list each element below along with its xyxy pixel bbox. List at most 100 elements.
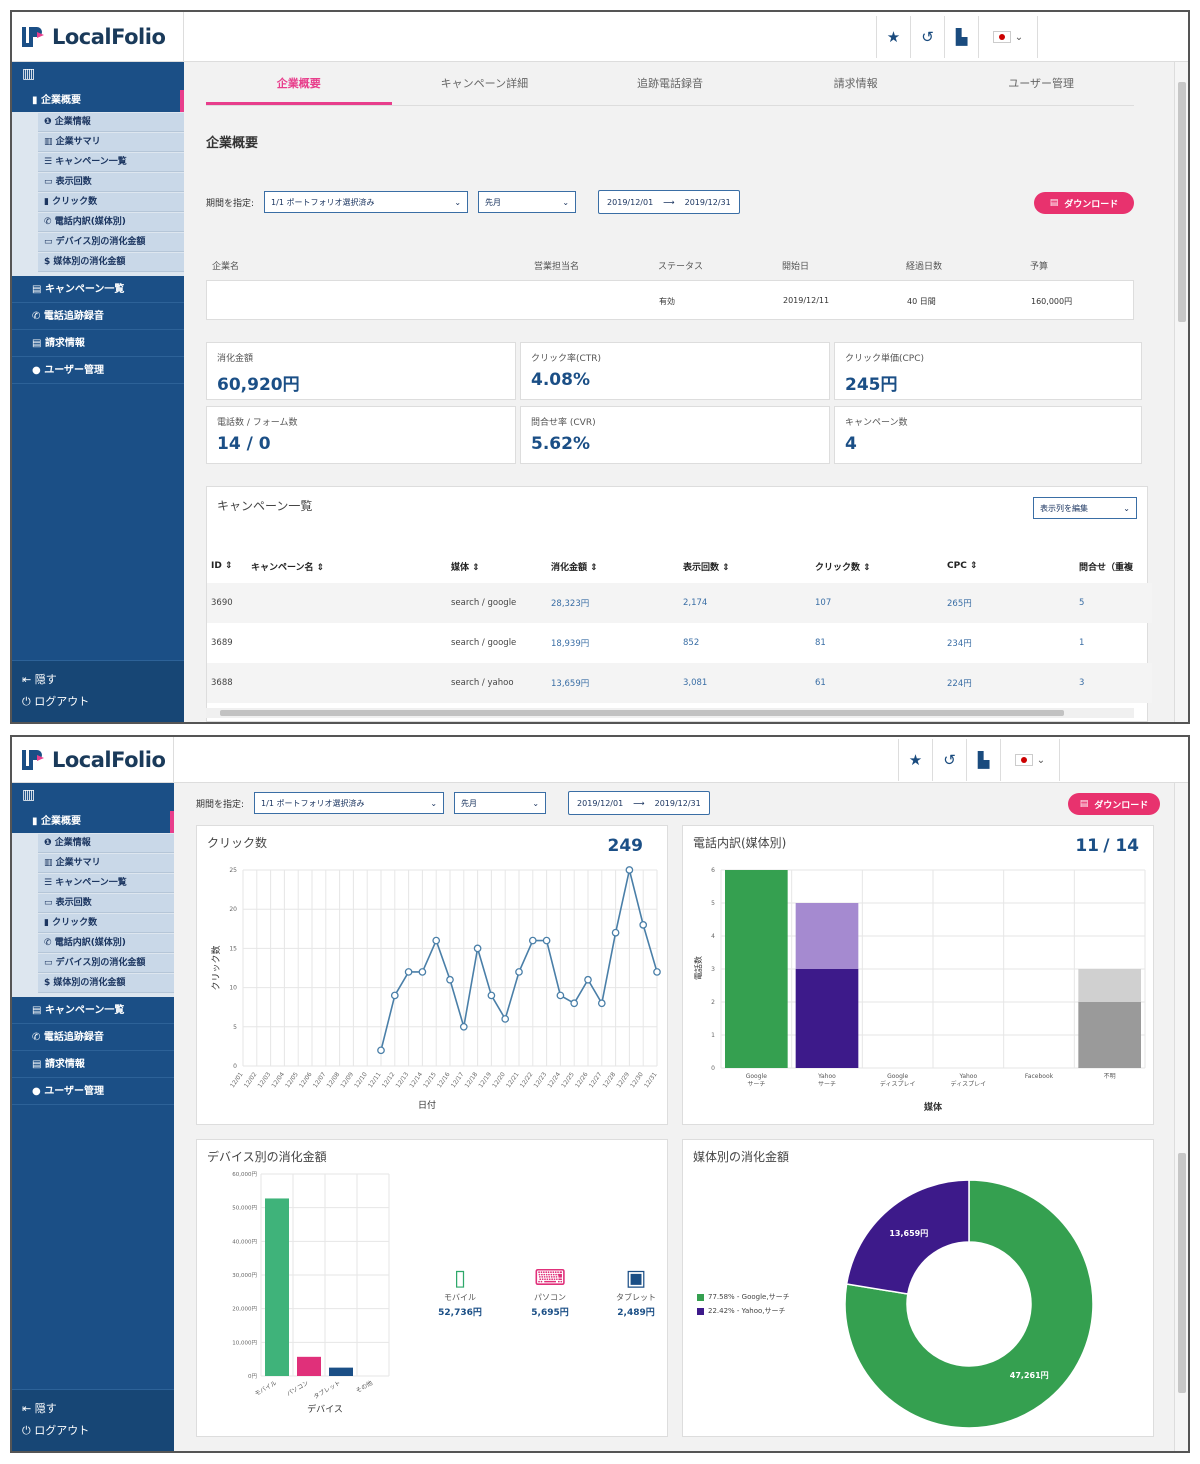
- cell-cpc[interactable]: 224円: [943, 663, 1075, 703]
- cell-campaign-name[interactable]: [247, 583, 447, 623]
- sidebar-item-call-tracking[interactable]: ✆ 電話追跡録音: [12, 303, 184, 330]
- portfolio-select[interactable]: 1/1 ポートフォリオ選択済み ⌄: [254, 792, 445, 814]
- download-button[interactable]: ▤ ダウンロード: [1034, 192, 1134, 214]
- legend-item[interactable]: 22.42% - Yahoo,サーチ: [697, 1304, 790, 1318]
- logout-button[interactable]: ⏻ ログアウト: [22, 695, 90, 708]
- cell-inquiries[interactable]: 1: [1079, 638, 1085, 648]
- col-spend[interactable]: 消化金額 ⇕: [551, 562, 598, 573]
- sidebar-toggle-icon[interactable]: ▥: [22, 787, 36, 803]
- month-select[interactable]: 先月 ⌄: [478, 191, 577, 213]
- language-select[interactable]: ⌄: [1000, 739, 1060, 781]
- cell-clicks[interactable]: 81: [815, 638, 826, 648]
- history-icon[interactable]: ↺: [932, 739, 966, 781]
- month-select[interactable]: 先月 ⌄: [454, 792, 547, 814]
- sidebar-section-title[interactable]: ▮ 企業概要: [12, 811, 174, 833]
- tab-call-recording[interactable]: 追跡電話録音: [636, 77, 703, 90]
- device-label: モバイル: [444, 1293, 476, 1302]
- language-select[interactable]: ⌄: [978, 16, 1038, 58]
- tab-user-management[interactable]: ユーザー管理: [1008, 77, 1075, 90]
- header-company-name: 企業名: [212, 262, 240, 272]
- cell-spend[interactable]: 13,659円: [547, 663, 679, 703]
- sidebar-sub-media-spend[interactable]: $ 媒体別の消化金額: [38, 974, 174, 993]
- logout-button[interactable]: ⏻ ログアウト: [22, 1424, 90, 1437]
- download-button[interactable]: ▤ ダウンロード: [1068, 793, 1160, 815]
- y-tick-label: 0円: [248, 1373, 257, 1380]
- sidebar-sub-clicks[interactable]: ▮ クリック数: [38, 193, 184, 212]
- col-clicks[interactable]: クリック数 ⇕: [815, 562, 871, 573]
- col-media[interactable]: 媒体 ⇕: [451, 562, 480, 573]
- cell-cpc[interactable]: 234円: [947, 639, 972, 649]
- cell-campaign-name[interactable]: [247, 663, 447, 703]
- sidebar-sub-company-summary[interactable]: ▥ 企業サマリ: [38, 854, 174, 873]
- table-row[interactable]: 3689 search / google 18,939円 852 81 234円…: [207, 623, 1152, 663]
- building-icon[interactable]: ▙: [966, 739, 1000, 781]
- cell-campaign-name[interactable]: [247, 623, 447, 663]
- filter-row: 期間を指定: 1/1 ポートフォリオ選択済み ⌄ 先月 ⌄ 2019/12/01 ⟶ 2…: [206, 190, 740, 214]
- col-impressions[interactable]: 表示回数 ⇕: [683, 562, 730, 573]
- edit-columns-button[interactable]: 表示列を編集 ⌄: [1033, 497, 1137, 519]
- table-row[interactable]: 3690 search / google 28,323円 2,174 107 2…: [207, 583, 1152, 623]
- sidebar-sub-campaign-list[interactable]: ☰ キャンペーン一覧: [38, 153, 184, 172]
- sidebar-sub-clicks[interactable]: ▮ クリック数: [38, 914, 174, 933]
- table-row[interactable]: 3688 search / yahoo 13,659円 3,081 61 224…: [207, 663, 1152, 703]
- horizontal-scrollbar[interactable]: [206, 708, 1134, 718]
- scrollbar-thumb[interactable]: [1178, 82, 1186, 322]
- legend-item[interactable]: 77.58% - Google,サーチ: [697, 1290, 790, 1304]
- cell-impressions[interactable]: 3,081: [679, 663, 811, 703]
- sidebar-item-users[interactable]: ● ユーザー管理: [12, 1078, 174, 1105]
- portfolio-select[interactable]: 1/1 ポートフォリオ選択済み ⌄: [264, 191, 469, 213]
- scrollbar-thumb[interactable]: [1178, 1153, 1186, 1393]
- sidebar-item-call-tracking[interactable]: ✆ 電話追跡録音: [12, 1024, 174, 1051]
- hide-sidebar-button[interactable]: ⇤ 隠す: [22, 1402, 57, 1415]
- sidebar-sub-campaign-list[interactable]: ☰ キャンペーン一覧: [38, 874, 174, 893]
- cell-inquiries[interactable]: 5: [1075, 583, 1152, 623]
- col-cpc[interactable]: CPC ⇕: [947, 561, 978, 571]
- building-icon[interactable]: ▙: [944, 16, 978, 58]
- star-icon[interactable]: ★: [876, 16, 910, 58]
- app-logo[interactable]: LocalFolio: [12, 12, 184, 62]
- sidebar-item-users[interactable]: ● ユーザー管理: [12, 357, 184, 384]
- date-range-picker[interactable]: 2019/12/01 ⟶ 2019/12/31: [598, 190, 740, 214]
- cell-impressions[interactable]: 2,174: [679, 583, 811, 623]
- sidebar-item-billing[interactable]: ▤ 請求情報: [12, 1051, 174, 1078]
- sidebar-toggle-icon[interactable]: ▥: [22, 66, 36, 82]
- sidebar-sub-calls[interactable]: ✆ 電話内訳(媒体別): [38, 934, 174, 953]
- cell-clicks[interactable]: 61: [811, 663, 943, 703]
- history-icon[interactable]: ↺: [910, 16, 944, 58]
- app-logo[interactable]: LocalFolio: [12, 737, 174, 783]
- sidebar-sub-company-summary[interactable]: ▥ 企業サマリ: [38, 133, 184, 152]
- sidebar-sub-impressions[interactable]: ▭ 表示回数: [38, 894, 174, 913]
- y-tick-label: 0: [233, 1063, 237, 1070]
- tab-company-overview[interactable]: 企業概要: [206, 62, 392, 105]
- sidebar-sub-impressions[interactable]: ▭ 表示回数: [38, 173, 184, 192]
- sidebar-sub-company-info[interactable]: ❶ 企業情報: [38, 834, 174, 853]
- col-id[interactable]: ID ⇕: [211, 561, 233, 571]
- sidebar-section-title[interactable]: ▮ 企業概要: [12, 90, 184, 112]
- cell-impressions[interactable]: 852: [683, 638, 700, 648]
- tab-campaign-detail[interactable]: キャンペーン詳細: [440, 77, 529, 90]
- sidebar-sub-device-spend[interactable]: ▭ デバイス別の消化金額: [38, 233, 184, 252]
- vertical-scrollbar[interactable]: [1174, 62, 1188, 722]
- date-range-picker[interactable]: 2019/12/01 ⟶ 2019/12/31: [568, 791, 710, 815]
- sidebar-sub-media-spend[interactable]: $ 媒体別の消化金額: [38, 253, 184, 272]
- cell-clicks[interactable]: 107: [811, 583, 943, 623]
- sidebar-sub-company-info[interactable]: ❶ 企業情報: [38, 113, 184, 132]
- sidebar-item-billing[interactable]: ▤ 請求情報: [12, 330, 184, 357]
- col-inquiries[interactable]: 問合せ（重複: [1079, 562, 1134, 573]
- vertical-scrollbar[interactable]: [1174, 783, 1188, 1451]
- sidebar-item-campaigns[interactable]: ▤ キャンペーン一覧: [12, 276, 184, 303]
- sidebar-sub-device-spend[interactable]: ▭ デバイス別の消化金額: [38, 954, 174, 973]
- star-icon[interactable]: ★: [898, 739, 932, 781]
- cell-spend[interactable]: 28,323円: [547, 583, 679, 623]
- sidebar-sub-calls[interactable]: ✆ 電話内訳(媒体別): [38, 213, 184, 232]
- sidebar-item-campaigns[interactable]: ▤ キャンペーン一覧: [12, 997, 174, 1024]
- hide-sidebar-button[interactable]: ⇤ 隠す: [22, 673, 57, 686]
- app-name: LocalFolio: [52, 25, 166, 49]
- col-campaign-name[interactable]: キャンペーン名 ⇕: [251, 562, 325, 573]
- tab-billing[interactable]: 請求情報: [833, 77, 878, 90]
- cell-cpc[interactable]: 265円: [943, 583, 1075, 623]
- app-name: LocalFolio: [52, 748, 166, 772]
- scrollbar-thumb[interactable]: [220, 710, 1064, 716]
- cell-spend[interactable]: 18,939円: [551, 639, 590, 649]
- cell-inquiries[interactable]: 3: [1075, 663, 1152, 703]
